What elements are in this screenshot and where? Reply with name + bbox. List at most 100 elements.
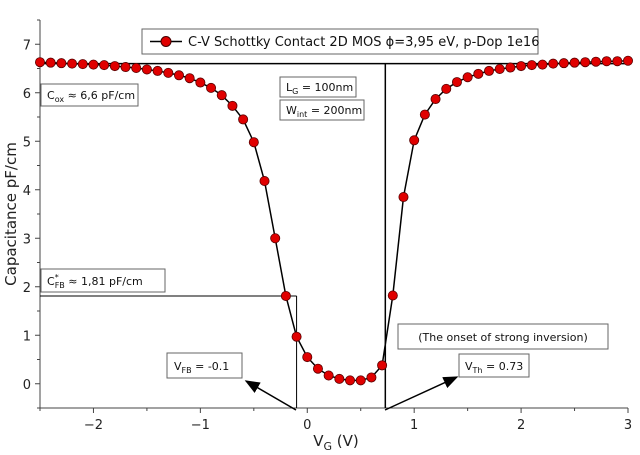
data-point	[462, 72, 473, 83]
data-point	[355, 375, 366, 386]
data-point	[516, 61, 527, 72]
y-tick-label: 3	[23, 232, 31, 247]
data-point	[526, 60, 537, 71]
data-point	[441, 83, 452, 94]
x-ticks: −2 −1 0 1 2 3	[39, 408, 632, 433]
data-point	[484, 65, 495, 76]
data-point	[473, 68, 484, 79]
legend-marker	[160, 36, 172, 47]
data-point	[45, 57, 56, 68]
wint-annotation-text: Wint = 200nm	[286, 104, 362, 119]
data-point	[195, 77, 206, 88]
y-tick-label: 6	[23, 87, 31, 102]
data-point	[173, 70, 184, 81]
data-point	[505, 62, 516, 73]
cfb-annotation-text: C* FB ≈ 1,81 pF/cm	[47, 273, 143, 290]
vth-annotation-box	[458, 353, 530, 378]
data-point	[398, 192, 409, 203]
data-point	[366, 372, 377, 383]
data-point	[558, 58, 569, 69]
cox-annotation-text: Cox ≈ 6,6 pF/cm	[47, 89, 135, 104]
y-tick-label: 7	[23, 38, 31, 53]
legend-label: C-V Schottky Contact 2D MOS ϕ=3,95 eV, p…	[188, 35, 539, 50]
data-point	[109, 61, 120, 72]
wint-annotation: Wint = 200nm	[279, 99, 365, 121]
data-point	[590, 56, 601, 67]
data-point	[35, 57, 46, 68]
cox-annotation: Cox ≈ 6,6 pF/cm	[40, 83, 139, 107]
data-point	[377, 360, 388, 371]
data-point	[248, 137, 259, 148]
y-tick-label: 4	[23, 184, 31, 199]
data-point	[494, 63, 505, 74]
x-tick-label: 1	[410, 418, 418, 433]
data-point	[623, 55, 634, 66]
data-point	[206, 82, 217, 93]
data-point	[580, 57, 591, 68]
cfb-annotation: C* FB ≈ 1,81 pF/cm	[40, 268, 166, 293]
y-tick-label: 5	[23, 135, 31, 150]
y-tick-label: 0	[23, 378, 31, 393]
onset-annotation: (The onset of strong inversion)	[397, 323, 609, 350]
vth-annotation-text: VTh = 0.73	[465, 360, 523, 375]
onset-annotation-text: (The onset of strong inversion)	[418, 331, 587, 344]
y-ticks: 0 1 2 3 4 5 6 7	[23, 19, 40, 409]
vfb-arrow	[244, 380, 297, 411]
data-point	[409, 135, 420, 146]
data-point	[345, 375, 356, 386]
x-tick-label: −2	[84, 418, 103, 433]
data-point	[77, 59, 88, 70]
data-point	[259, 176, 270, 187]
lg-annotation-box	[279, 76, 357, 98]
series-layer	[35, 55, 634, 386]
vth-arrow	[384, 376, 459, 411]
lg-annotation: LG = 100nm	[279, 76, 357, 98]
data-point	[451, 77, 462, 88]
data-point	[419, 109, 430, 120]
wint-annotation-box	[279, 99, 365, 121]
data-point	[387, 290, 398, 301]
lg-annotation-text: LG = 100nm	[286, 81, 353, 96]
legend: C-V Schottky Contact 2D MOS ϕ=3,95 eV, p…	[141, 28, 539, 55]
cox-annotation-box	[40, 83, 139, 107]
legend-box	[141, 28, 539, 55]
data-point	[227, 100, 238, 111]
data-point	[67, 58, 78, 69]
data-point	[99, 60, 110, 71]
data-point	[216, 90, 227, 101]
vfb-annotation: VFB = -0.1	[166, 352, 243, 379]
onset-annotation-box	[397, 323, 609, 350]
y-tick-label: 1	[23, 329, 31, 344]
data-point	[323, 370, 334, 381]
vth-annotation: VTh = 0.73	[458, 353, 530, 378]
data-point	[163, 67, 174, 78]
data-point	[334, 373, 345, 384]
data-point	[302, 352, 313, 363]
cfb-annotation-box	[40, 268, 166, 293]
data-point	[537, 59, 548, 70]
y-tick-label: 2	[23, 281, 31, 296]
data-point	[280, 290, 291, 301]
vfb-annotation-text: VFB = -0.1	[174, 360, 229, 375]
data-point	[238, 114, 249, 125]
x-tick-label: 3	[624, 418, 632, 433]
data-point	[141, 64, 152, 75]
x-tick-label: −1	[191, 418, 210, 433]
data-point	[548, 58, 559, 69]
y-axis-title: Capacitance pF/cm	[2, 142, 20, 286]
x-tick-label: 2	[517, 418, 525, 433]
data-point	[152, 65, 163, 76]
data-point	[120, 62, 131, 73]
data-point	[184, 73, 195, 84]
vfb-annotation-box	[166, 352, 243, 379]
data-point	[88, 59, 99, 70]
data-point	[612, 56, 623, 67]
x-axis-title: VG (V)	[313, 432, 359, 453]
data-point	[56, 58, 67, 69]
data-point	[601, 56, 612, 67]
data-point	[312, 363, 323, 374]
data-point	[270, 233, 281, 244]
data-point	[131, 63, 142, 74]
data-point	[430, 94, 441, 105]
